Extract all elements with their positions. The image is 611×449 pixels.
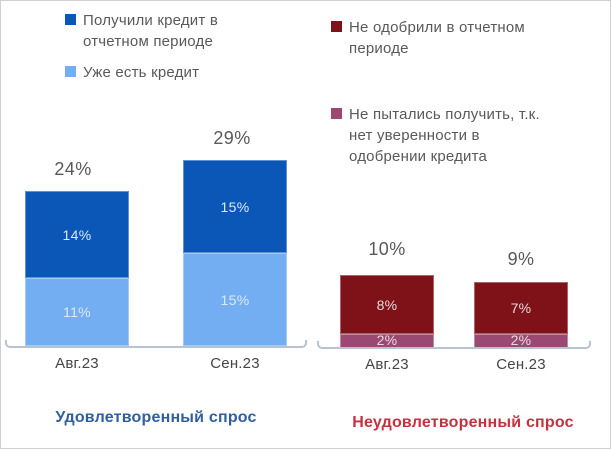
- total-label-aug23-satisfied: 24%: [54, 159, 92, 179]
- x-axis-unsatisfied: [317, 341, 591, 349]
- x-axis-label-aug23-satisfied: Авг.23: [55, 355, 99, 372]
- bar-segment-sep23-not-approved: 7%: [474, 282, 568, 334]
- caption-satisfied-demand: Удовлетворенный спрос: [55, 409, 257, 426]
- bar-value-label: 7%: [510, 300, 532, 316]
- legend-label-not-approved: Не одобрили в отчетном периоде: [349, 19, 525, 57]
- bar-segment-sep23-received-credit: 15%: [183, 160, 287, 253]
- x-axis-satisfied: [5, 340, 307, 348]
- legend-item-existing-credit: Уже есть кредит: [65, 62, 199, 83]
- legend-label-did-not-try: Не пытались получить, т.к. нет увереннос…: [349, 106, 540, 165]
- x-axis-label-aug23-unsatisfied: Авг.23: [365, 356, 409, 373]
- legend-swatch-not-approved: [331, 21, 342, 32]
- legend-item-not-approved: Не одобрили в отчетном периоде: [331, 17, 525, 59]
- legend-swatch-did-not-try: [331, 108, 342, 119]
- bar-value-label: 2%: [376, 331, 398, 348]
- bar-value-label: 15%: [220, 198, 250, 215]
- bar-segment-sep23-existing-credit: 15%: [183, 253, 287, 346]
- total-label-sep23-unsatisfied: 9%: [507, 249, 535, 269]
- bar-value-label: 14%: [62, 226, 92, 243]
- legend-swatch-received-credit: [65, 14, 76, 25]
- legend-item-did-not-try: Не пытались получить, т.к. нет увереннос…: [331, 104, 540, 167]
- bar-value-label: 11%: [63, 304, 91, 320]
- bar-segment-aug23-existing-credit: 11%: [25, 278, 129, 346]
- bar-segment-aug23-received-credit: 14%: [25, 191, 129, 278]
- bar-segment-sep23-did-not-try: 2%: [474, 331, 568, 349]
- bar-value-label: 8%: [376, 296, 398, 313]
- caption-unsatisfied-demand: Неудовлетворенный спрос: [352, 414, 574, 431]
- legend-item-received-credit: Получили кредит в отчетном периоде: [65, 10, 218, 52]
- legend-swatch-existing-credit: [65, 66, 76, 77]
- x-axis-label-sep23-satisfied: Сен.23: [210, 355, 260, 372]
- legend-label-existing-credit: Уже есть кредит: [83, 64, 200, 81]
- bar-value-label: 2%: [510, 331, 532, 348]
- total-label-sep23-satisfied: 29%: [213, 128, 251, 148]
- bar-segment-aug23-not-approved: 8%: [340, 275, 434, 334]
- bar-value-label: 15%: [220, 291, 250, 308]
- legend-label-received-credit: Получили кредит в отчетном периоде: [83, 12, 218, 50]
- total-label-aug23-unsatisfied: 10%: [368, 239, 406, 259]
- x-axis-label-sep23-unsatisfied: Сен.23: [496, 356, 546, 373]
